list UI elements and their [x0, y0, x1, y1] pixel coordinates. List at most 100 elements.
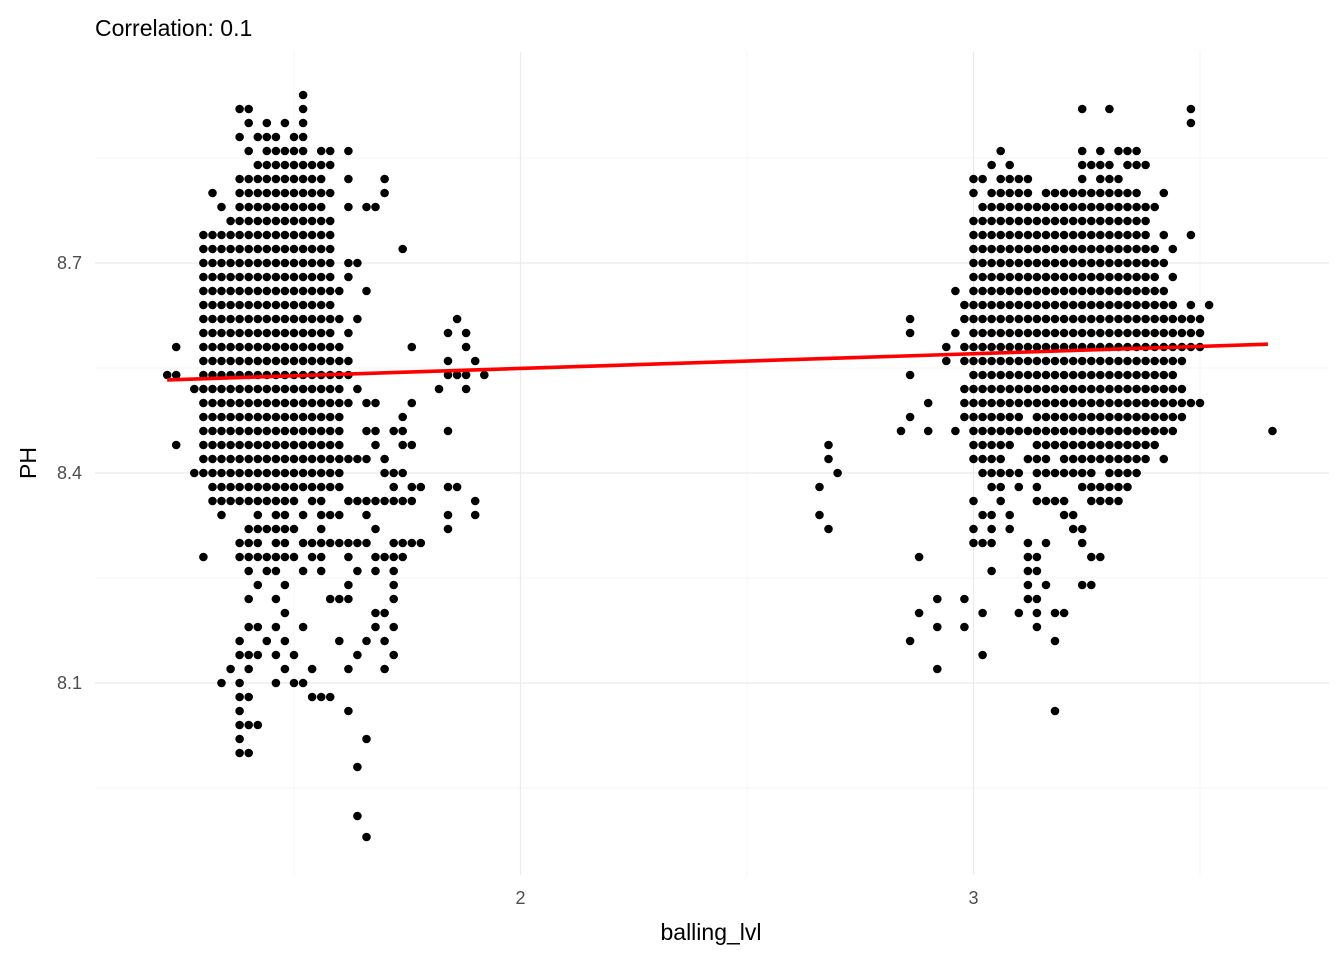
data-point [987, 510, 996, 520]
data-point [1041, 230, 1051, 240]
data-point [969, 412, 978, 422]
data-point [380, 496, 389, 506]
data-point [960, 622, 969, 632]
data-point [1105, 440, 1114, 450]
data-point [987, 244, 996, 254]
data-point [289, 426, 299, 436]
data-point [1150, 398, 1159, 408]
data-point [217, 356, 226, 366]
data-point [253, 454, 263, 464]
data-point [235, 636, 244, 646]
data-point [217, 272, 226, 282]
data-point [217, 300, 226, 310]
data-point [289, 286, 299, 296]
data-point [1014, 482, 1024, 492]
data-point [271, 146, 281, 156]
data-point [217, 454, 226, 464]
data-point [316, 426, 326, 436]
data-point [253, 258, 263, 268]
data-point [235, 440, 244, 450]
data-point [1077, 244, 1087, 254]
data-point [942, 356, 951, 366]
data-point [1132, 398, 1141, 408]
data-point [1114, 216, 1123, 226]
data-point [1105, 216, 1114, 226]
data-point [996, 384, 1005, 394]
data-point [1077, 426, 1087, 436]
data-point [271, 412, 281, 422]
data-point [1041, 272, 1051, 282]
data-point [1059, 272, 1069, 282]
data-point [380, 188, 389, 198]
data-point [407, 398, 417, 408]
data-point [235, 748, 244, 758]
data-point [987, 188, 996, 198]
data-point [1032, 398, 1042, 408]
data-point [1014, 286, 1024, 296]
data-point [960, 314, 969, 324]
data-point [325, 356, 335, 366]
data-point [1068, 440, 1078, 450]
data-point [1068, 300, 1078, 310]
data-point [1032, 370, 1042, 380]
data-point [969, 496, 978, 506]
data-point [1114, 328, 1123, 338]
data-point [325, 342, 335, 352]
data-point [280, 398, 290, 408]
data-point [407, 482, 417, 492]
data-point [1087, 496, 1096, 506]
data-point [316, 552, 326, 562]
data-point [235, 202, 244, 212]
data-point [307, 482, 317, 492]
data-point [978, 412, 987, 422]
data-point [987, 160, 996, 170]
data-point [208, 286, 217, 296]
data-point [987, 538, 996, 548]
data-point [316, 174, 326, 184]
data-point [1059, 244, 1069, 254]
data-point [1041, 286, 1051, 296]
data-point [1023, 230, 1033, 240]
data-point [235, 300, 244, 310]
data-point [996, 412, 1005, 422]
data-point [969, 328, 978, 338]
data-point [289, 356, 299, 366]
data-point [1059, 608, 1069, 618]
data-point [1068, 188, 1078, 198]
data-point [969, 524, 978, 534]
data-point [280, 636, 290, 646]
data-point [960, 594, 969, 604]
data-point [996, 244, 1005, 254]
data-point [307, 202, 317, 212]
data-point [235, 468, 244, 478]
data-point [208, 258, 217, 268]
data-point [1005, 258, 1014, 268]
data-point [253, 510, 263, 520]
data-point [960, 384, 969, 394]
data-point [262, 314, 272, 324]
data-point [1096, 160, 1105, 170]
data-point [262, 230, 272, 240]
data-point [253, 230, 263, 240]
data-point [298, 272, 308, 282]
data-point [190, 384, 199, 394]
data-point [325, 314, 335, 324]
data-point [1050, 636, 1060, 646]
data-point [371, 202, 380, 212]
data-point [307, 230, 317, 240]
data-point [1050, 496, 1060, 506]
data-point [289, 384, 299, 394]
data-point [226, 468, 235, 478]
data-point [1168, 412, 1178, 422]
data-point [316, 258, 326, 268]
data-point [280, 538, 290, 548]
data-point [1032, 594, 1042, 604]
data-point [1123, 426, 1132, 436]
data-point [280, 146, 290, 156]
data-point [905, 412, 915, 422]
data-point [1159, 314, 1169, 324]
data-point [325, 482, 335, 492]
data-point [244, 664, 253, 674]
data-point [1005, 524, 1014, 534]
data-point [298, 188, 308, 198]
